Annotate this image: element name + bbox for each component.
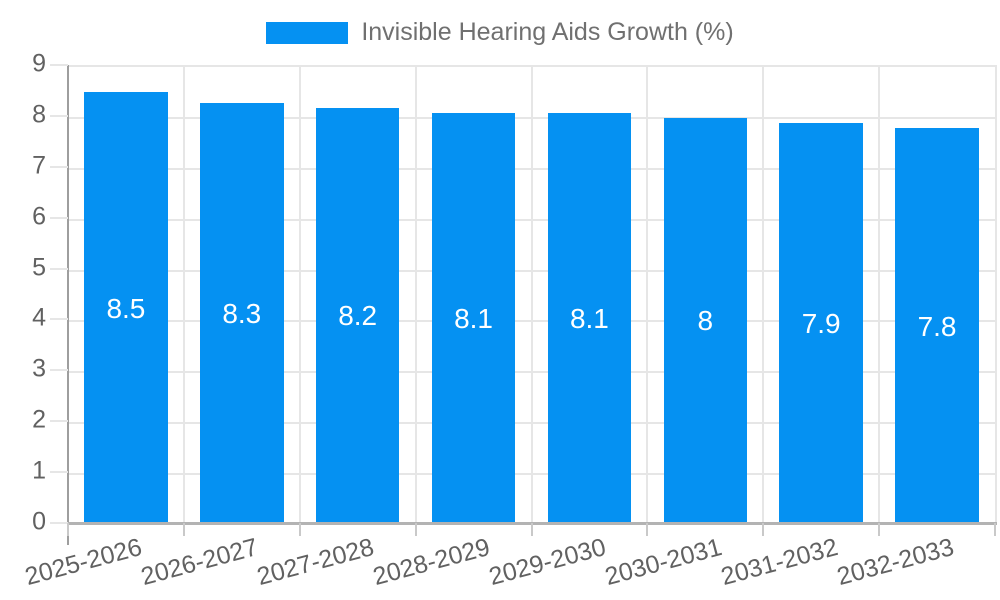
y-axis-line [67,65,69,545]
y-tick-mark [50,216,68,219]
x-tick-mark [67,523,69,536]
legend-label: Invisible Hearing Aids Growth (%) [361,18,734,46]
bar-value-label: 8.1 [569,302,609,334]
x-tick-mark [182,523,185,536]
x-tick-mark [298,523,301,536]
y-tick-mark [50,267,68,270]
y-tick-label: 6 [32,201,46,230]
bar-2030-2031[interactable]: 8 [663,117,748,525]
bar-value-label: 7.8 [917,310,957,342]
x-tick-label: 2029-2030 [485,533,609,591]
y-tick-mark [50,420,68,423]
bar-2031-2032[interactable]: 7.9 [779,122,863,525]
gridline-vertical [414,67,417,525]
x-tick-label: 2031-2032 [717,533,841,591]
legend: Invisible Hearing Aids Growth (%) [0,18,1000,47]
y-tick-label: 3 [32,354,46,383]
x-tick-mark [878,523,881,536]
bar-value-label: 8.1 [454,302,494,334]
plot-area: 8.5 8.3 8.2 8.1 8.1 8 7.9 7.8 [68,65,997,525]
y-tick-label: 1 [32,456,46,485]
y-tick-mark [50,522,68,524]
bar-2025-2026[interactable]: 8.5 [84,92,168,525]
gridline-vertical [646,67,649,525]
gridline-vertical [878,67,881,525]
x-tick-label: 2025-2026 [22,533,146,591]
bar-value-label: 8.2 [338,300,378,332]
y-tick-label: 4 [32,303,46,332]
y-tick-mark [50,64,68,66]
x-tick-label: 2028-2029 [370,533,493,591]
x-tick-mark [994,523,996,536]
y-tick-label: 5 [32,252,46,281]
bar-value-label: 8.5 [106,292,146,324]
bar-2026-2027[interactable]: 8.3 [200,102,284,525]
y-tick-mark [50,369,68,372]
gridline-vertical [298,67,301,525]
x-tick-mark [762,523,765,536]
bar-value-label: 7.9 [801,307,841,339]
gridline-vertical [530,67,533,525]
y-tick-mark [50,114,68,117]
legend-swatch [266,21,349,44]
x-tick-label: 2032-2033 [833,533,957,591]
x-tick-label: 2026-2027 [138,533,262,591]
bar-value-label: 8.3 [222,297,262,329]
gridline-vertical [182,67,185,525]
x-tick-mark [530,523,533,536]
x-tick-label: 2027-2028 [254,533,377,591]
y-tick-label: 9 [32,49,46,78]
y-tick-mark [50,471,68,474]
y-tick-label: 0 [32,507,46,536]
x-tick-mark [646,523,649,536]
x-tick-mark [414,523,417,536]
x-axis-line [68,522,997,525]
gridline-vertical [762,67,765,525]
bar-2028-2029[interactable]: 8.1 [431,112,516,525]
bar-2027-2028[interactable]: 8.2 [315,107,400,525]
y-tick-mark [50,318,68,321]
x-tick-label: 2030-2031 [601,533,725,591]
bar-value-label: 8 [697,305,714,337]
y-tick-mark [50,165,68,168]
bar-2029-2030[interactable]: 8.1 [547,112,632,525]
y-tick-label: 8 [32,100,46,129]
y-tick-label: 2 [32,405,46,434]
y-tick-label: 7 [32,151,46,180]
bar-2032-2033[interactable]: 7.8 [895,128,979,525]
